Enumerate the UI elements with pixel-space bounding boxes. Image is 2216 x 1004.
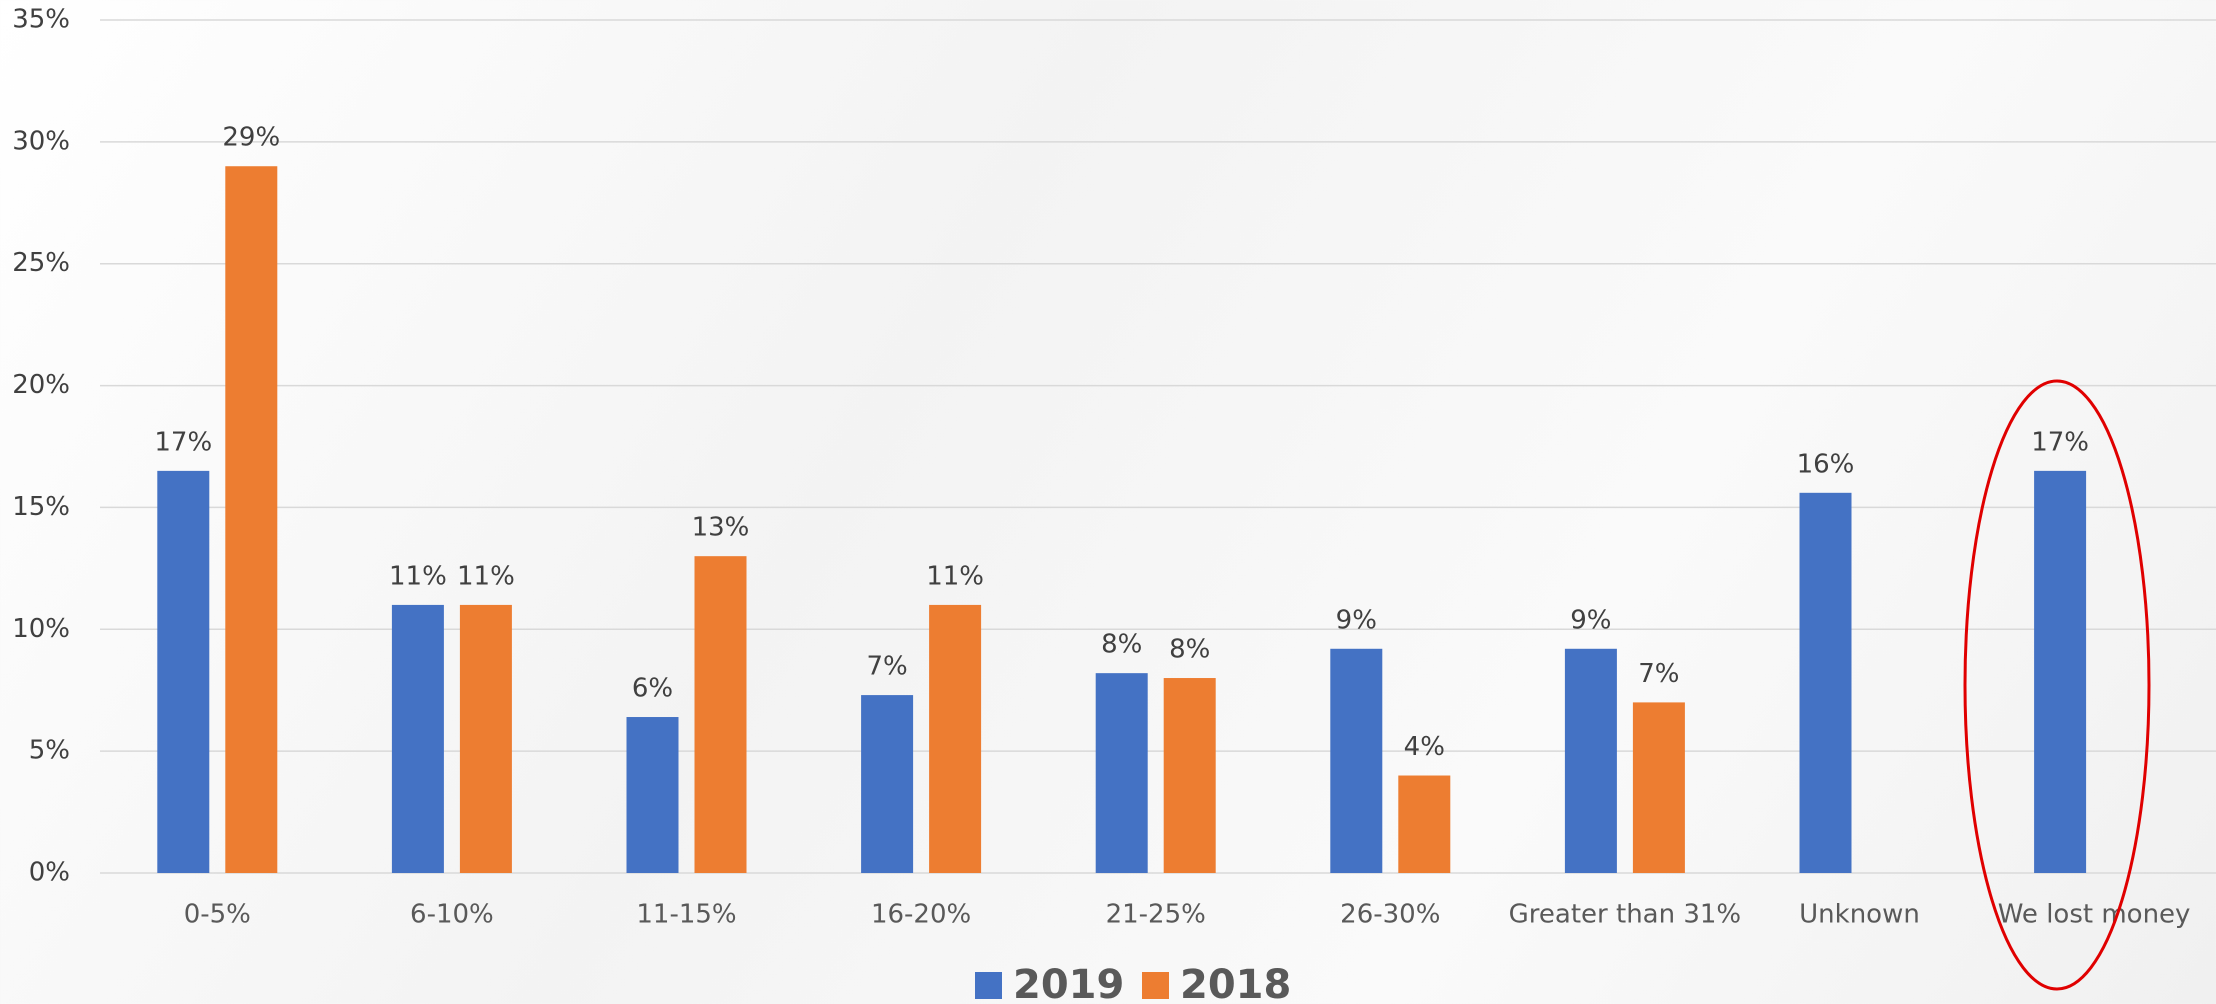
y-tick-label: 30% xyxy=(12,126,70,156)
data-label: 9% xyxy=(1570,605,1611,635)
highlight-ellipse xyxy=(1963,379,2151,991)
legend-swatch xyxy=(975,972,1002,999)
data-label: 11% xyxy=(389,561,447,591)
bar xyxy=(1163,678,1216,873)
data-label: 11% xyxy=(457,561,515,591)
bar xyxy=(391,604,444,873)
data-label: 29% xyxy=(222,123,280,153)
x-tick-label: 6-10% xyxy=(410,900,494,930)
y-tick-label: 25% xyxy=(12,248,70,278)
bar xyxy=(626,717,679,873)
data-label: 11% xyxy=(926,561,984,591)
x-tick-label: We lost money xyxy=(1998,900,2191,930)
legend-label: 2019 xyxy=(1013,962,1124,1004)
y-tick-label: 35% xyxy=(12,5,70,35)
data-label: 17% xyxy=(154,427,212,457)
data-label: 9% xyxy=(1336,605,1377,635)
data-label: 8% xyxy=(1169,635,1210,665)
bar xyxy=(1564,648,1617,873)
data-label: 7% xyxy=(1638,659,1679,689)
y-tick-label: 10% xyxy=(12,614,70,644)
data-label: 16% xyxy=(1797,449,1855,479)
bar xyxy=(861,695,914,873)
bar xyxy=(225,166,278,873)
data-label: 7% xyxy=(866,652,907,682)
y-tick-label: 20% xyxy=(12,370,70,400)
y-tick-label: 5% xyxy=(29,736,70,766)
x-tick-label: Greater than 31% xyxy=(1509,900,1741,930)
legend-swatch xyxy=(1142,972,1169,999)
bar xyxy=(2034,470,2087,873)
bar xyxy=(1799,492,1852,873)
bar xyxy=(1398,775,1451,873)
y-tick-label: 0% xyxy=(29,858,70,888)
legend-label: 2018 xyxy=(1180,962,1291,1004)
x-tick-label: 16-20% xyxy=(871,900,971,930)
data-label: 13% xyxy=(692,513,750,543)
x-tick-label: 21-25% xyxy=(1106,900,1206,930)
bar xyxy=(1632,702,1685,873)
data-label: 17% xyxy=(2031,427,2089,457)
bar xyxy=(929,604,982,873)
bar xyxy=(1095,673,1148,873)
bar xyxy=(157,470,210,873)
bar xyxy=(1330,648,1383,873)
x-tick-label: 0-5% xyxy=(184,900,251,930)
data-label: 4% xyxy=(1404,732,1445,762)
data-label: 6% xyxy=(632,674,673,704)
bar xyxy=(459,604,512,873)
data-label: 8% xyxy=(1101,630,1142,660)
x-tick-label: 11-15% xyxy=(636,900,736,930)
bar xyxy=(694,556,747,873)
x-tick-label: Unknown xyxy=(1799,900,1920,930)
x-tick-label: 26-30% xyxy=(1340,900,1440,930)
y-tick-label: 15% xyxy=(12,492,70,522)
